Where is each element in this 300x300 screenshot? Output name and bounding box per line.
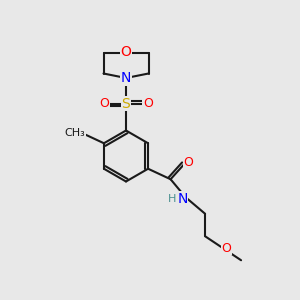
Text: O: O — [184, 156, 194, 169]
Text: CH₃: CH₃ — [64, 128, 85, 138]
Text: H: H — [168, 194, 176, 204]
Text: N: N — [121, 71, 131, 85]
Text: O: O — [221, 242, 231, 255]
Text: O: O — [121, 46, 131, 59]
Text: S: S — [122, 97, 130, 110]
Text: O: O — [143, 97, 153, 110]
Text: O: O — [99, 97, 109, 110]
Text: N: N — [177, 192, 188, 206]
